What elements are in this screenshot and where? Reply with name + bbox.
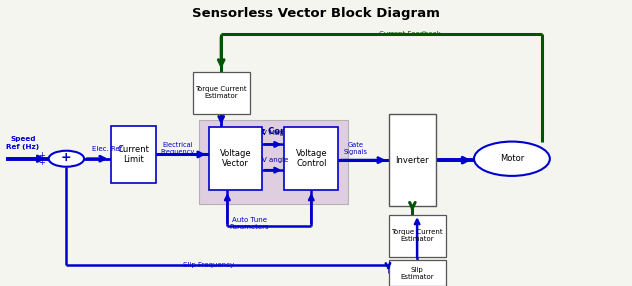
Text: Torque Current
Estimator: Torque Current Estimator xyxy=(195,86,247,100)
Text: Auto Tune
Parameters: Auto Tune Parameters xyxy=(230,217,269,230)
Text: Sensorless Vector Block Diagram: Sensorless Vector Block Diagram xyxy=(192,7,440,20)
Text: Motor: Motor xyxy=(500,154,524,163)
Text: Elec. Ref: Elec. Ref xyxy=(92,146,122,152)
Text: Current Feedback: Current Feedback xyxy=(379,31,441,37)
Text: Electrical
Frequency: Electrical Frequency xyxy=(161,142,195,155)
Circle shape xyxy=(49,151,84,167)
Text: Speed
Ref (Hz): Speed Ref (Hz) xyxy=(6,136,39,150)
FancyBboxPatch shape xyxy=(284,127,338,190)
Text: V angle: V angle xyxy=(262,157,289,163)
Text: Voltage
Vector: Voltage Vector xyxy=(219,149,252,168)
FancyBboxPatch shape xyxy=(389,114,436,206)
Text: +: + xyxy=(61,151,71,164)
Text: +: + xyxy=(39,151,46,160)
FancyBboxPatch shape xyxy=(209,127,262,190)
Text: Voltage
Control: Voltage Control xyxy=(295,149,327,168)
Text: V Mag: V Mag xyxy=(262,130,284,136)
FancyBboxPatch shape xyxy=(199,120,348,204)
Text: +: + xyxy=(39,158,46,167)
Text: Slip Frequency: Slip Frequency xyxy=(183,262,234,267)
Text: Slip
Estimator: Slip Estimator xyxy=(400,267,434,280)
Circle shape xyxy=(474,142,550,176)
FancyBboxPatch shape xyxy=(389,260,446,286)
Text: Current
Limit: Current Limit xyxy=(118,145,149,164)
Text: VHiz Control: VHiz Control xyxy=(244,127,303,136)
FancyBboxPatch shape xyxy=(389,214,446,257)
FancyBboxPatch shape xyxy=(111,126,156,183)
Text: Inverter: Inverter xyxy=(396,156,429,165)
Text: Gate
Signals: Gate Signals xyxy=(343,142,367,155)
FancyBboxPatch shape xyxy=(193,72,250,114)
Text: Torque Current
Estimator: Torque Current Estimator xyxy=(391,229,443,243)
